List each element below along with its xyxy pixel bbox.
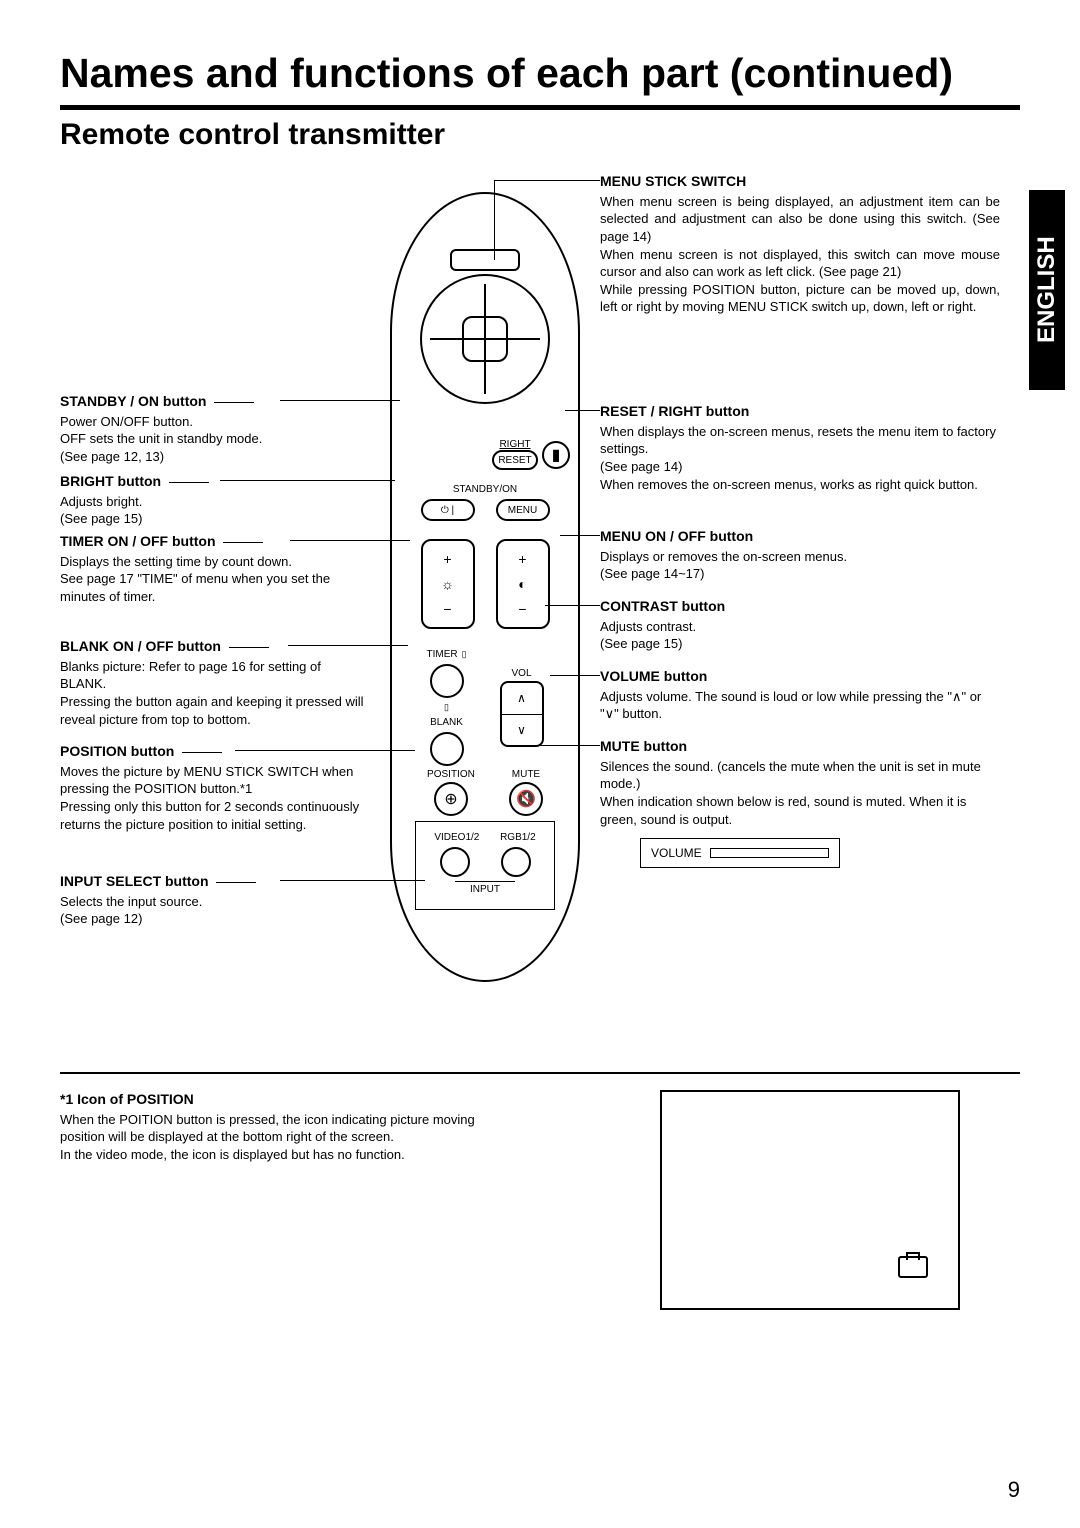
- callout-menu-onoff: MENU ON / OFF button Displays or removes…: [600, 527, 847, 583]
- leader-line: [288, 645, 408, 646]
- callout-heading: CONTRAST button: [600, 597, 725, 616]
- standby-button-icon: ⏻ |: [421, 499, 475, 521]
- main-diagram-area: STANDBY / ON button Power ON/OFF button.…: [60, 172, 1020, 1042]
- callout-heading: RESET / RIGHT button: [600, 402, 1000, 421]
- position-button-icon: ⊕: [434, 782, 468, 816]
- footnote-text: *1 Icon of POSITION When the POITION but…: [60, 1090, 500, 1164]
- page-subtitle: Remote control transmitter: [60, 118, 1020, 152]
- callout-heading: INPUT SELECT button: [60, 872, 256, 891]
- blank-button-icon: [430, 732, 464, 766]
- callout-menu-stick: MENU STICK SWITCH When menu screen is be…: [600, 172, 1000, 316]
- rgb-button-icon: [501, 847, 531, 877]
- bright-contrast-row: +☼− +◐−: [392, 539, 578, 629]
- volume-bar-icon: [710, 848, 829, 858]
- callout-heading: STANDBY / ON button: [60, 392, 262, 411]
- leader-line: [545, 605, 600, 606]
- callout-heading: VOLUME button: [600, 667, 1000, 686]
- callout-body: When displays the on-screen menus, reset…: [600, 423, 1000, 493]
- callout-timer: TIMER ON / OFF button Displays the setti…: [60, 532, 370, 606]
- callout-heading: MUTE button: [600, 737, 1000, 756]
- position-icon-box: [660, 1090, 960, 1310]
- bright-button-icon: +☼−: [421, 539, 475, 629]
- video-button-icon: [440, 847, 470, 877]
- top-button-icon: [450, 249, 520, 271]
- timer-indicator-icon: ▯: [462, 649, 467, 660]
- right-button-icon: ▮: [542, 441, 570, 469]
- callout-heading: MENU ON / OFF button: [600, 527, 847, 546]
- leader-line: [565, 410, 600, 411]
- callout-body: Moves the picture by MENU STICK SWITCH w…: [60, 763, 370, 833]
- position-icon: [898, 1256, 928, 1278]
- menu-stick-area: [415, 249, 555, 419]
- footnote-section: *1 Icon of POSITION When the POITION but…: [60, 1072, 1020, 1164]
- volume-button-icon: ∧∨: [500, 681, 544, 747]
- leader-line: [280, 880, 425, 881]
- footnote-body: When the POITION button is pressed, the …: [60, 1111, 500, 1164]
- leader-line: [494, 180, 495, 260]
- timer-vol-row: TIMER ▯ ▯ BLANK VOL ∧∨: [392, 649, 578, 766]
- callout-mute: MUTE button Silences the sound. (cancels…: [600, 737, 1000, 868]
- callout-body: Adjusts bright. (See page 15): [60, 493, 209, 528]
- callout-body: Displays the setting time by count down.…: [60, 553, 370, 606]
- callout-heading: TIMER ON / OFF button: [60, 532, 370, 551]
- leader-line: [495, 180, 600, 181]
- position-mute-row: POSITION ⊕ MUTE 🔇: [392, 769, 578, 816]
- video-label: VIDEO1/2: [434, 832, 479, 843]
- callout-heading: MENU STICK SWITCH: [600, 172, 1000, 191]
- language-tab: ENGLISH: [1029, 190, 1065, 390]
- callout-volume: VOLUME button Adjusts volume. The sound …: [600, 667, 1000, 723]
- dpad-icon: [420, 274, 550, 404]
- leader-line: [235, 750, 415, 751]
- leader-line: [550, 675, 600, 676]
- callout-heading: POSITION button: [60, 742, 370, 761]
- blank-indicator-icon: ▯: [444, 702, 449, 713]
- remote-diagram: RIGHT RESET ▮ STANDBY/ON ⏻ | MENU +☼− +◐…: [390, 192, 580, 982]
- callout-body: Adjusts volume. The sound is loud or low…: [600, 688, 1000, 723]
- callout-bright: BRIGHT button Adjusts bright. (See page …: [60, 472, 209, 528]
- volume-indicator-label: VOLUME: [651, 845, 702, 861]
- callout-body: Blanks picture: Refer to page 16 for set…: [60, 658, 370, 728]
- vol-label: VOL: [512, 668, 532, 679]
- leader-line: [560, 535, 600, 536]
- rgb-label: RGB1/2: [500, 832, 536, 843]
- callout-body: Power ON/OFF button. OFF sets the unit i…: [60, 413, 262, 466]
- callout-heading: BRIGHT button: [60, 472, 209, 491]
- menu-button-icon: MENU: [496, 499, 550, 521]
- callout-contrast: CONTRAST button Adjusts contrast. (See p…: [600, 597, 725, 653]
- input-label: INPUT: [455, 881, 515, 895]
- callout-body: Silences the sound. (cancels the mute wh…: [600, 758, 1000, 828]
- leader-line: [280, 400, 400, 401]
- callout-blank: BLANK ON / OFF button Blanks picture: Re…: [60, 637, 370, 728]
- callout-body: Adjusts contrast. (See page 15): [600, 618, 725, 653]
- blank-label: BLANK: [430, 717, 463, 728]
- timer-button-icon: [430, 664, 464, 698]
- timer-label: TIMER: [426, 649, 457, 660]
- leader-line: [535, 745, 600, 746]
- page-number: 9: [1008, 1477, 1020, 1503]
- standby-label: STANDBY/ON: [392, 484, 578, 495]
- callout-input-select: INPUT SELECT button Selects the input so…: [60, 872, 256, 928]
- mute-button-icon: 🔇: [509, 782, 543, 816]
- callout-reset: RESET / RIGHT button When displays the o…: [600, 402, 1000, 493]
- volume-indicator-box: VOLUME: [640, 838, 840, 868]
- callout-standby: STANDBY / ON button Power ON/OFF button.…: [60, 392, 262, 466]
- mute-label: MUTE: [512, 769, 540, 780]
- remote-body-outline: RIGHT RESET ▮ STANDBY/ON ⏻ | MENU +☼− +◐…: [390, 192, 580, 982]
- page-title: Names and functions of each part (contin…: [60, 50, 1020, 110]
- callout-body: Selects the input source. (See page 12): [60, 893, 256, 928]
- callout-body: Displays or removes the on-screen menus.…: [600, 548, 847, 583]
- right-label: RIGHT: [492, 439, 538, 450]
- leader-line: [220, 480, 395, 481]
- leader-line: [290, 540, 410, 541]
- right-reset-row: RIGHT RESET ▮: [392, 439, 578, 470]
- footnote-heading: *1 Icon of POSITION: [60, 1090, 500, 1109]
- callout-body: When menu screen is being displayed, an …: [600, 193, 1000, 316]
- callout-position: POSITION button Moves the picture by MEN…: [60, 742, 370, 833]
- position-label: POSITION: [427, 769, 475, 780]
- contrast-button-icon: +◐−: [496, 539, 550, 629]
- standby-menu-row: ⏻ | MENU: [392, 499, 578, 521]
- reset-pill: RESET: [492, 450, 538, 470]
- callout-heading: BLANK ON / OFF button: [60, 637, 370, 656]
- input-group: VIDEO1/2 RGB1/2 INPUT: [415, 821, 555, 910]
